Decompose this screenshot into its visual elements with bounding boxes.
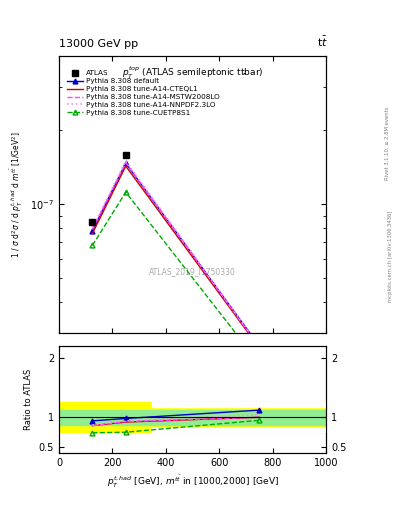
Legend: ATLAS, Pythia 8.308 default, Pythia 8.308 tune-A14-CTEQL1, Pythia 8.308 tune-A14: ATLAS, Pythia 8.308 default, Pythia 8.30… <box>65 68 222 118</box>
ATLAS <box>257 341 262 347</box>
Line: Pythia 8.308 default: Pythia 8.308 default <box>90 161 262 349</box>
Pythia 8.308 tune-A14-MSTW2008LO <box>257 344 262 350</box>
Line: Pythia 8.308 tune-A14-MSTW2008LO: Pythia 8.308 tune-A14-MSTW2008LO <box>92 162 259 347</box>
Pythia 8.308 tune-CUETP8S1 <box>123 189 128 195</box>
Pythia 8.308 tune-A14-CTEQL1 <box>123 163 128 169</box>
ATLAS <box>90 219 95 225</box>
Pythia 8.308 tune-A14-MSTW2008LO <box>123 159 128 165</box>
Line: Pythia 8.308 tune-A14-CTEQL1: Pythia 8.308 tune-A14-CTEQL1 <box>92 166 259 348</box>
Pythia 8.308 default <box>257 343 262 349</box>
Text: $p_T^{top}$ (ATLAS semileptonic tt$\bar{}$bar): $p_T^{top}$ (ATLAS semileptonic tt$\bar{… <box>122 65 263 81</box>
Text: mcplots.cern.ch [arXiv:1306.3436]: mcplots.cern.ch [arXiv:1306.3436] <box>388 210 393 302</box>
X-axis label: $p_T^{t,had}$ [GeV], $m^{t\bar{t}}$ in [1000,2000] [GeV]: $p_T^{t,had}$ [GeV], $m^{t\bar{t}}$ in [… <box>107 474 279 490</box>
Pythia 8.308 tune-A14-MSTW2008LO <box>90 226 95 232</box>
Line: Pythia 8.308 tune-A14-NNPDF2.3LO: Pythia 8.308 tune-A14-NNPDF2.3LO <box>92 161 259 346</box>
Pythia 8.308 tune-CUETP8S1 <box>257 360 262 367</box>
Text: Rivet 3.1.10, ≥ 2.8M events: Rivet 3.1.10, ≥ 2.8M events <box>385 106 389 180</box>
Y-axis label: 1 / $\sigma$ d$^2\sigma$ / d $p_T^{t,had}$ d $m^{t\bar{t}}$ [1/GeV$^2$]: 1 / $\sigma$ d$^2\sigma$ / d $p_T^{t,had… <box>9 131 24 258</box>
Pythia 8.308 default <box>123 160 128 166</box>
Pythia 8.308 tune-CUETP8S1 <box>90 242 95 248</box>
Text: 13000 GeV pp: 13000 GeV pp <box>59 38 138 49</box>
Pythia 8.308 tune-A14-NNPDF2.3LO <box>90 225 95 231</box>
ATLAS <box>123 153 128 159</box>
Line: Pythia 8.308 tune-CUETP8S1: Pythia 8.308 tune-CUETP8S1 <box>90 190 262 366</box>
Pythia 8.308 tune-A14-CTEQL1 <box>257 345 262 351</box>
Text: t$\bar{t}$: t$\bar{t}$ <box>317 34 328 49</box>
Y-axis label: Ratio to ATLAS: Ratio to ATLAS <box>24 369 33 430</box>
Pythia 8.308 tune-A14-CTEQL1 <box>90 230 95 237</box>
Pythia 8.308 default <box>90 228 95 234</box>
Text: ATLAS_2019_I1750330: ATLAS_2019_I1750330 <box>149 267 236 276</box>
Pythia 8.308 tune-A14-NNPDF2.3LO <box>257 343 262 349</box>
Line: ATLAS: ATLAS <box>90 153 262 347</box>
Pythia 8.308 tune-A14-NNPDF2.3LO <box>123 158 128 164</box>
